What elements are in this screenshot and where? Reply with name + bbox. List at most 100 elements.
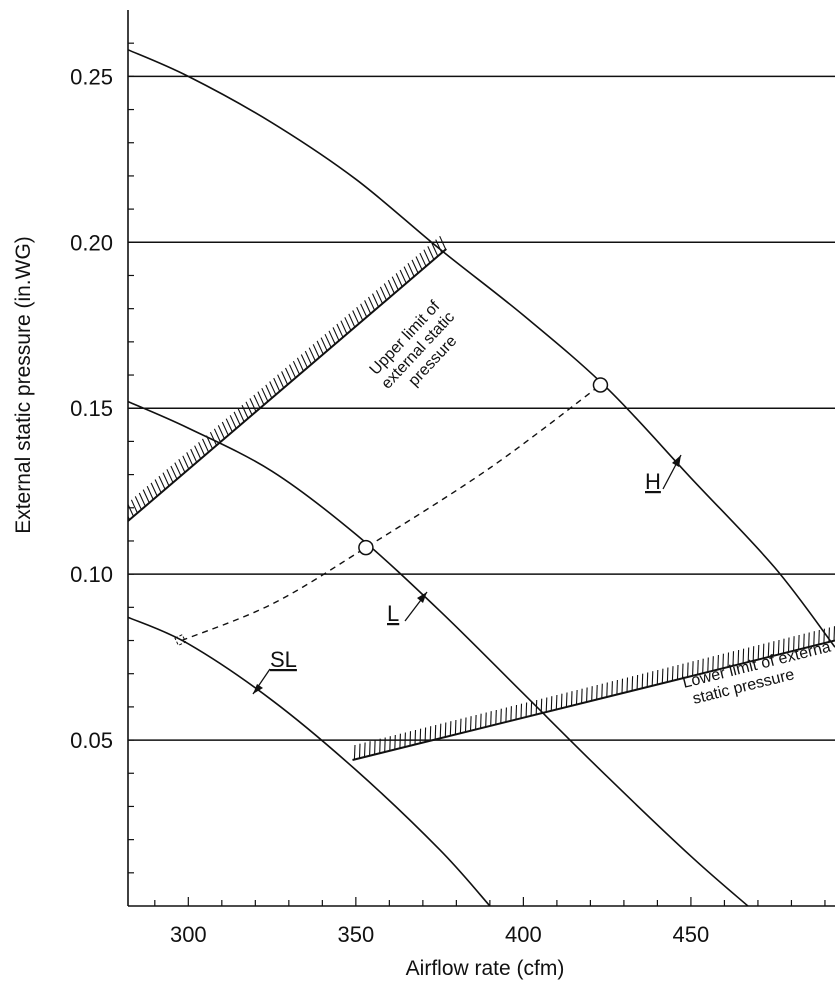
series-arrow-l: [417, 592, 427, 603]
y-tick-label-0.25: 0.25: [70, 64, 113, 89]
hatch-mark: [581, 688, 583, 704]
hatch-mark: [414, 729, 417, 745]
hatch-mark: [419, 252, 427, 267]
hatch-mark: [281, 371, 289, 385]
hatch-mark: [358, 743, 361, 759]
hatch-mark: [336, 323, 344, 338]
hatch-mark: [431, 242, 439, 257]
hatch-mark: [757, 644, 760, 660]
hatch-mark: [142, 489, 150, 504]
x-tick-label-400: 400: [505, 922, 542, 947]
hatch-mark: [449, 721, 452, 736]
hatch-mark: [606, 682, 608, 698]
hatch-mark: [257, 391, 265, 406]
hatch-mark: [395, 273, 403, 287]
hatch-mark: [427, 246, 435, 260]
hatch-mark: [742, 648, 745, 664]
series-label-l: L: [387, 601, 399, 626]
hatch-mark: [198, 442, 206, 456]
limit-hatching: [128, 235, 835, 761]
hatch-mark: [375, 290, 383, 304]
hatch-mark: [409, 731, 412, 746]
hatch-mark: [186, 452, 194, 466]
hatch-mark: [424, 727, 427, 743]
hatch-mark: [379, 738, 381, 754]
hatch-mark: [419, 728, 422, 744]
hatch-mark: [312, 344, 320, 358]
hatch-mark: [213, 428, 221, 443]
y-tick-labels: 0.05 0.10 0.15 0.20 0.25: [70, 64, 113, 753]
hatch-mark: [138, 492, 146, 507]
hatch-mark: [394, 734, 396, 750]
hatch-mark: [525, 702, 528, 718]
hatch-mark: [415, 256, 423, 270]
hatch-mark: [752, 646, 755, 661]
operating-point-2: [592, 377, 609, 393]
hatch-mark: [520, 703, 523, 719]
hatch-mark: [681, 663, 684, 679]
hatch-mark: [636, 674, 639, 690]
hatch-mark: [777, 639, 780, 655]
hatch-mark: [229, 415, 237, 429]
y-tick-label-0.15: 0.15: [70, 396, 113, 421]
hatch-mark: [158, 475, 166, 490]
hatch-mark: [676, 664, 679, 680]
hatch-mark: [439, 723, 442, 739]
hatch-mark: [601, 683, 603, 699]
hatch-mark: [575, 689, 578, 705]
hatch-mark: [371, 293, 380, 308]
x-tick-labels: 300 350 400 450: [170, 922, 709, 947]
hatch-mark: [444, 722, 447, 738]
hatch-mark: [269, 381, 277, 395]
hatch-mark: [288, 364, 297, 379]
hatch-mark: [130, 499, 138, 514]
series-curve-l: [128, 400, 749, 906]
hatch-mark: [399, 269, 407, 284]
hatch-mark: [369, 741, 371, 756]
hatch-mark: [403, 266, 411, 281]
hatch-mark: [340, 320, 348, 335]
dashed-line-start-mark: [174, 634, 187, 647]
hatch-mark: [712, 656, 714, 671]
hatch-mark: [717, 654, 719, 670]
hatch-mark: [550, 696, 553, 711]
hatch-mark: [707, 657, 709, 673]
y-axis-title: External static pressure (in.WG): [12, 236, 35, 534]
hatch-mark: [399, 733, 401, 749]
hatch-mark: [170, 465, 178, 480]
hatch-mark: [671, 666, 674, 681]
hatch-mark: [475, 714, 477, 730]
hatch-mark: [146, 485, 154, 500]
hatch-mark: [510, 706, 512, 721]
hatch-mark: [190, 448, 198, 463]
series-curves: [128, 49, 835, 906]
hatch-mark: [407, 262, 415, 277]
hatch-mark: [823, 628, 825, 644]
hatch-mark: [328, 330, 336, 345]
hatch-mark: [265, 384, 273, 399]
hatch-mark: [202, 438, 210, 453]
hatch-mark: [833, 626, 835, 641]
hatch-mark: [344, 317, 352, 331]
hatch-mark: [174, 462, 182, 477]
axis-ticks: [128, 42, 826, 906]
hatch-mark: [182, 455, 190, 470]
hatch-mark: [641, 673, 644, 689]
hatch-mark: [178, 458, 186, 473]
hatch-mark: [389, 736, 391, 751]
hatch-mark: [348, 313, 356, 328]
hatch-mark: [368, 296, 376, 311]
hatch-mark: [285, 367, 293, 382]
hatch-mark: [217, 425, 225, 439]
series-curve-h: [128, 49, 835, 648]
hatch-mark: [308, 347, 316, 362]
hatch-mark: [626, 677, 629, 693]
hatch-mark: [404, 732, 406, 748]
hatch-mark: [225, 418, 233, 433]
hatch-mark: [391, 276, 399, 291]
hatch-mark: [651, 671, 654, 686]
hatch-mark: [808, 632, 810, 648]
y-tick-label-0.20: 0.20: [70, 230, 113, 255]
hatch-mark: [485, 712, 487, 728]
hatch-mark: [162, 472, 170, 487]
